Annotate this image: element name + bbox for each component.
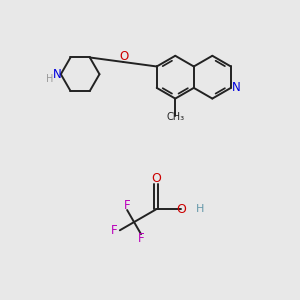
- Text: H: H: [196, 204, 205, 214]
- Text: O: O: [176, 203, 186, 216]
- Text: F: F: [111, 224, 118, 237]
- Text: F: F: [138, 232, 144, 245]
- Text: O: O: [119, 50, 128, 63]
- Text: N: N: [53, 68, 62, 81]
- Text: CH₃: CH₃: [166, 112, 184, 122]
- Text: N: N: [232, 81, 241, 94]
- Text: O: O: [151, 172, 161, 185]
- Text: F: F: [124, 199, 130, 212]
- Text: H: H: [46, 74, 53, 84]
